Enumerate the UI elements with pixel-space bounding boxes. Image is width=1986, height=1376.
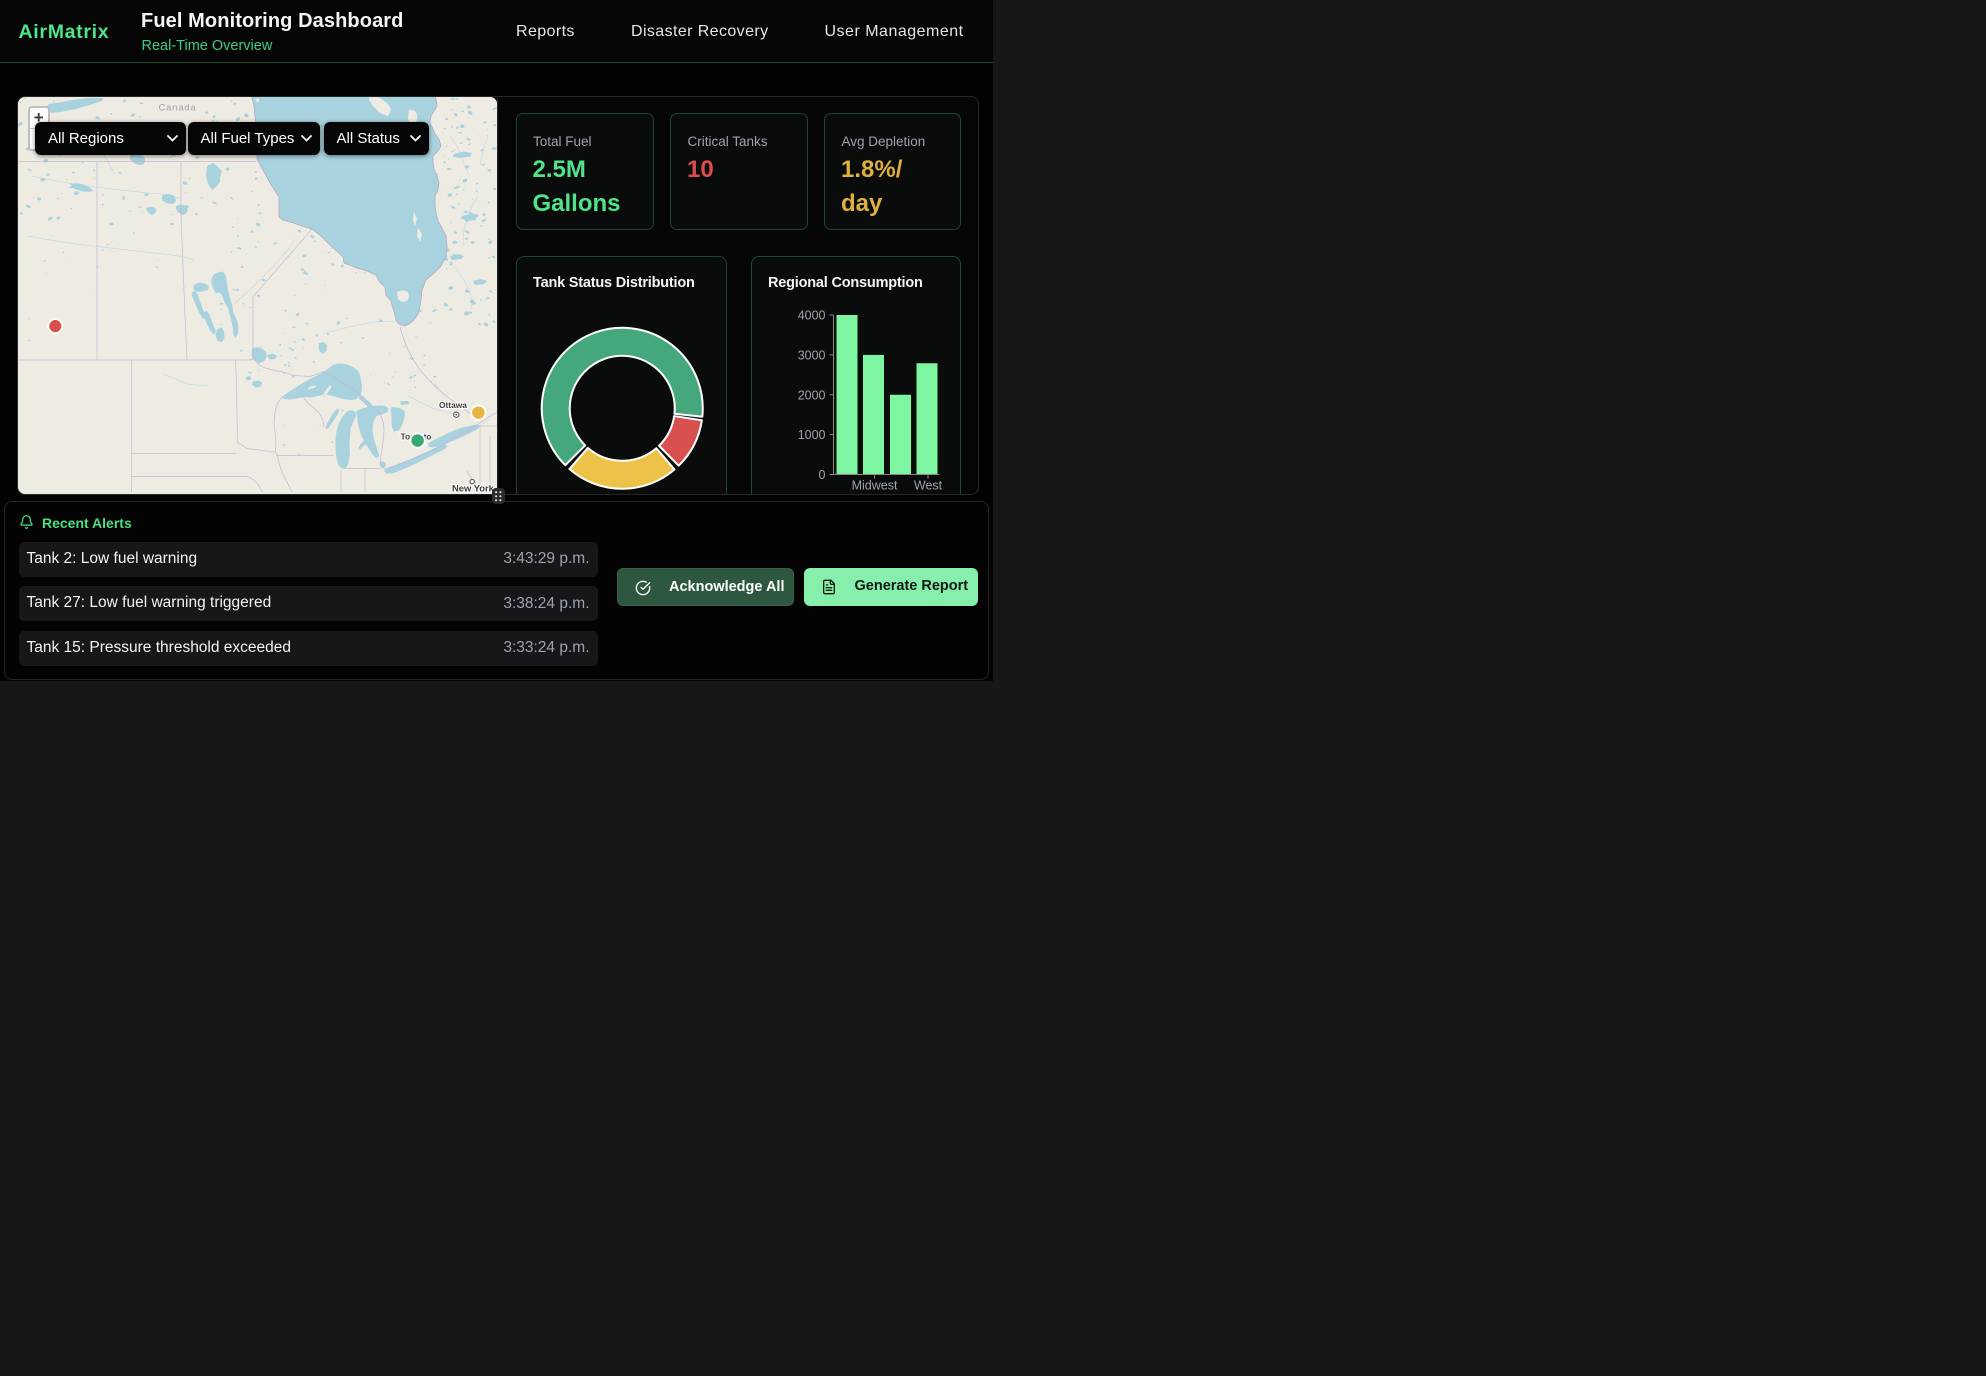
svg-text:Midwest: Midwest <box>851 478 897 492</box>
svg-text:Ottawa: Ottawa <box>439 400 467 410</box>
svg-text:0: 0 <box>818 468 825 482</box>
svg-text:West: West <box>913 478 942 492</box>
svg-text:1000: 1000 <box>797 428 825 442</box>
svg-text:4000: 4000 <box>797 308 825 322</box>
svg-text:2000: 2000 <box>797 388 825 402</box>
svg-text:New York: New York <box>452 483 495 494</box>
svg-text:Canada: Canada <box>158 103 196 114</box>
svg-text:3000: 3000 <box>797 348 825 362</box>
